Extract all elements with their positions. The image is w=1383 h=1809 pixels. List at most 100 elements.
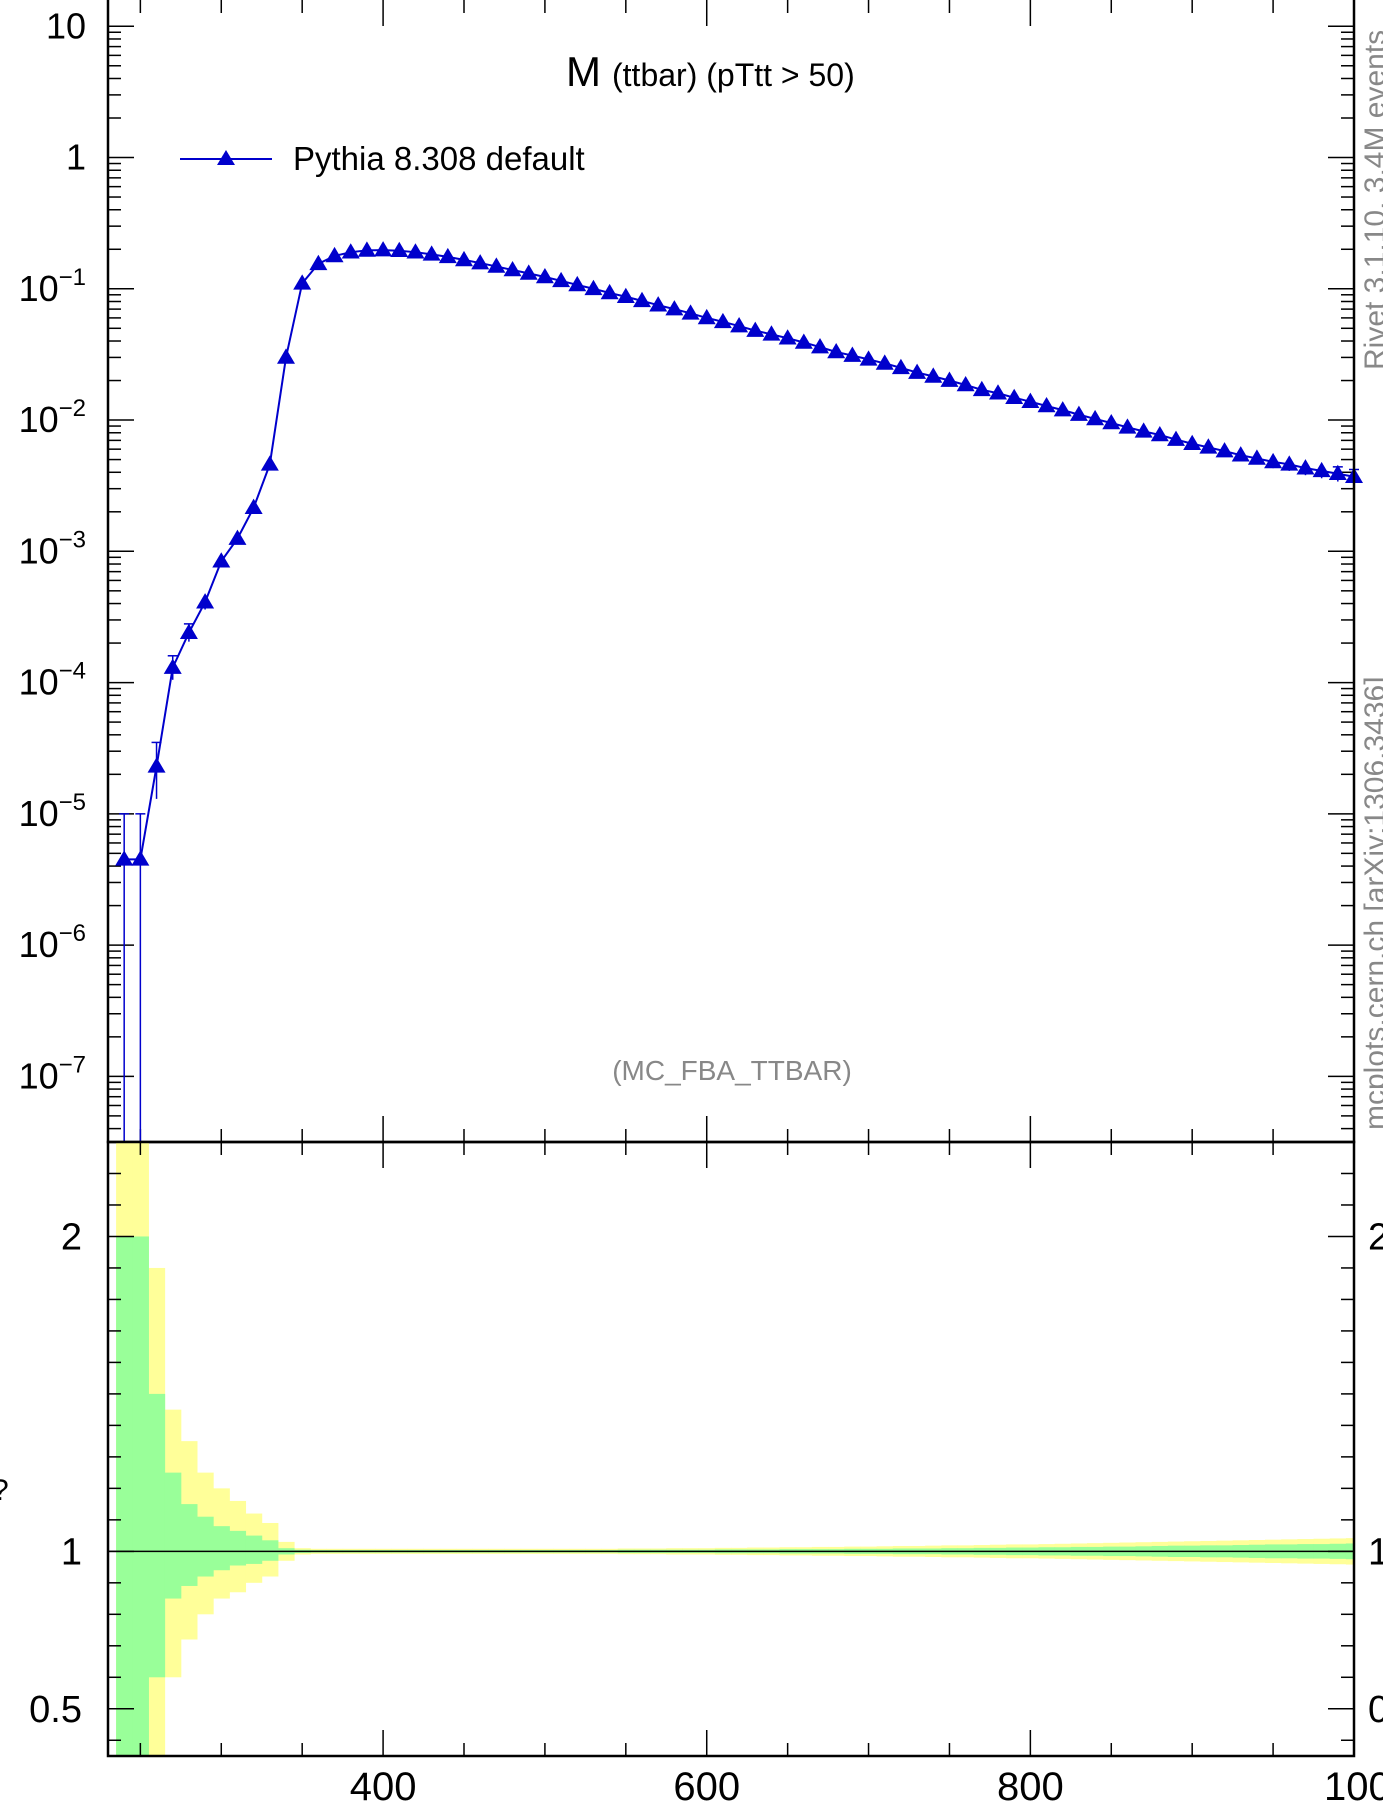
- data-point: [471, 254, 490, 270]
- y-tick-label: 10−1: [19, 264, 86, 309]
- data-point: [1021, 392, 1040, 408]
- ratio-left-edge-glyph: ?: [0, 1474, 9, 1507]
- data-point: [584, 279, 603, 296]
- y-tick-label: 10−4: [19, 658, 86, 703]
- data-point: [1069, 405, 1088, 421]
- x-tick-label: 400: [350, 1765, 417, 1809]
- data-point: [649, 296, 668, 312]
- data-point: [924, 367, 943, 383]
- data-point: [1134, 422, 1153, 438]
- data-point: [972, 380, 991, 397]
- data-point: [1102, 413, 1121, 430]
- data-point: [794, 333, 813, 349]
- mcplots-label: mcplots.cern.ch [arXiv:1306.3436]: [1359, 676, 1383, 1130]
- y-tick-label: 10−7: [19, 1051, 86, 1096]
- data-point: [503, 261, 522, 277]
- ratio-frame: [106, 1140, 1356, 1758]
- data-point: [277, 348, 295, 364]
- side-labels: Rivet 3.1.10, 3.4M events mcplots.cern.c…: [1359, 30, 1383, 1130]
- ratio-y-tick-labels: 0.5 1 2: [29, 1216, 82, 1730]
- data-point: [535, 267, 554, 284]
- ratio-right-tick-labels: 0 1 2: [1368, 1216, 1383, 1730]
- x-tick-labels: 400 600 800 1000: [350, 1765, 1383, 1809]
- data-point: [1005, 388, 1024, 404]
- data-point: [228, 529, 247, 545]
- data-point: [1053, 401, 1072, 417]
- data-point: [1118, 418, 1137, 434]
- data-point: [1231, 446, 1250, 462]
- data-point: [681, 304, 700, 320]
- ratio-band-inner: [180, 1504, 198, 1586]
- data-point: [374, 241, 393, 257]
- data-point: [357, 241, 376, 257]
- y-tick-label: 10−5: [19, 789, 86, 834]
- data-point: [616, 287, 635, 304]
- plot-title-main: M: [566, 48, 601, 95]
- data-point: [1312, 461, 1331, 478]
- data-point: [1264, 452, 1283, 469]
- data-point: [147, 757, 166, 773]
- data-point: [196, 593, 215, 609]
- data-point: [212, 552, 231, 568]
- data-point: [325, 246, 344, 263]
- data-point: [309, 254, 328, 271]
- legend: Pythia 8.308 default: [180, 140, 585, 177]
- data-point: [293, 274, 312, 290]
- data-point: [1183, 434, 1202, 451]
- data-point: [244, 498, 263, 514]
- main-plot-panel: 10 1 10−1 10−2 10−3 10−4 10−5 10−6 10−7 M (ttbar…: [19, 0, 1383, 1144]
- main-axis-ticks: [108, 0, 1355, 1142]
- data-point: [891, 358, 910, 375]
- ratio-right-tick-label: 1: [1368, 1531, 1383, 1573]
- data-point: [940, 371, 959, 387]
- legend-marker-triangle: [217, 150, 235, 165]
- data-point: [115, 850, 134, 866]
- data-point: [633, 291, 651, 308]
- data-point: [875, 354, 894, 370]
- main-y-tick-labels: 10 1 10−1 10−2 10−3 10−4 10−5 10−6 10−7: [19, 5, 86, 1096]
- y-tick-label: 10−2: [19, 395, 86, 440]
- main-error-bars: [119, 249, 1359, 1142]
- data-point: [1037, 396, 1056, 413]
- data-point: [438, 247, 457, 264]
- data-point: [746, 321, 765, 337]
- data-point: [1199, 438, 1218, 454]
- data-point: [811, 338, 829, 354]
- data-point: [665, 300, 684, 316]
- data-point: [1280, 455, 1299, 471]
- ratio-bands: [116, 1142, 1355, 1756]
- ratio-band-inner: [148, 1393, 166, 1678]
- y-tick-label: 10−3: [19, 526, 86, 571]
- data-point: [1086, 409, 1105, 426]
- data-point: [989, 384, 1007, 400]
- series-line-pythia: [124, 249, 1355, 861]
- data-point: [260, 455, 279, 471]
- data-point: [487, 257, 506, 273]
- data-point: [843, 346, 862, 362]
- data-point: [1328, 464, 1347, 481]
- ratio-band-inner: [116, 1236, 133, 1756]
- data-point: [422, 245, 441, 261]
- data-point: [341, 243, 360, 259]
- y-tick-label: 1: [66, 137, 86, 178]
- data-point: [1247, 449, 1266, 465]
- data-point: [519, 264, 538, 280]
- data-point: [713, 312, 732, 329]
- ratio-band-inner: [213, 1526, 230, 1571]
- ratio-plot-panel: 0.5 1 2 0 1 2 400 600 800 1000 ?: [0, 1140, 1383, 1809]
- plot-title-rest: (ttbar) (pTtt > 50): [612, 57, 855, 93]
- ratio-right-tick-label: 2: [1368, 1216, 1383, 1258]
- data-point: [762, 325, 781, 341]
- ratio-y-tick-label: 1: [61, 1531, 82, 1573]
- ratio-band-inner: [245, 1535, 263, 1564]
- ratio-band-inner: [132, 1236, 149, 1756]
- analysis-label: (MC_FBA_TTBAR): [612, 1055, 852, 1086]
- data-point: [163, 658, 182, 674]
- data-point: [697, 308, 716, 325]
- data-point: [455, 250, 473, 267]
- data-point: [406, 243, 425, 259]
- ratio-axis-ticks: [108, 1141, 1355, 1756]
- data-point: [568, 275, 587, 292]
- data-point: [908, 363, 927, 379]
